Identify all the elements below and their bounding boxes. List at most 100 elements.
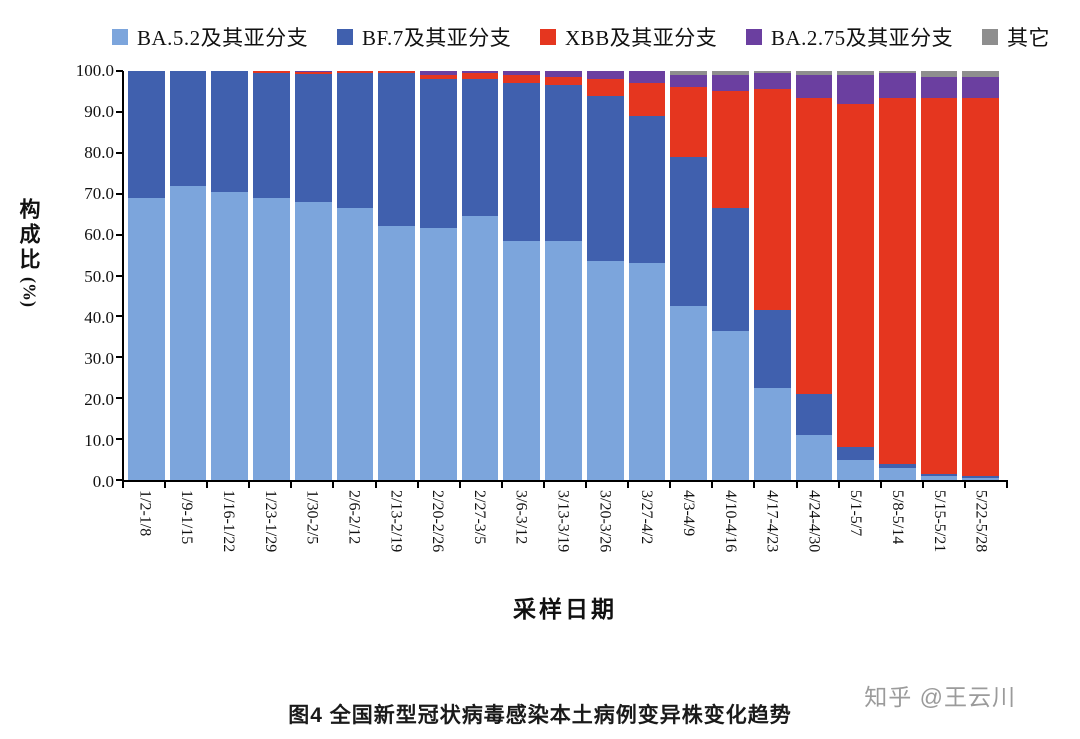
x-label-slot: 1/23-1/29 [251,490,288,590]
bar-segment [378,226,416,480]
y-tick-label: 50.0 [84,266,114,286]
x-label-slot: 3/6-3/12 [502,490,539,590]
bar-segment [503,75,541,84]
bar-segment [294,201,332,480]
bar-segment [878,73,916,98]
x-label-slot: 4/24-4/30 [795,490,832,590]
stacked-bar-3/20-3/26 [586,71,624,480]
y-tick-label: 70.0 [84,184,114,204]
x-tick-label: 3/27-4/2 [638,490,656,545]
x-label-slot: 5/1-5/7 [837,490,874,590]
bar-segment [920,473,958,476]
y-tick-label: 20.0 [84,389,114,409]
x-tick-label: 5/15-5/21 [930,490,948,553]
y-axis-title-text: 构成比 [17,198,41,273]
y-tick-mark [116,151,123,154]
bar-segment [795,435,833,480]
bar-segment [586,79,624,96]
x-tick-label: 2/27-3/5 [470,490,488,545]
stacked-bar-1/23-1/29 [253,71,290,480]
x-tick-label: 3/13-3/19 [554,490,572,553]
bar-segment [586,95,624,262]
bar-segment [920,71,958,78]
legend-label: BA.2.75及其亚分支 [770,26,954,50]
bar-segment [670,87,708,157]
x-tick-label: 4/17-4/23 [763,490,781,553]
y-axis-title: 构成比 (%) [14,198,44,307]
x-label-slot: 3/20-3/26 [586,490,623,590]
x-axis-title: 采样日期 [513,597,617,622]
bar-segment [670,71,708,76]
bar-segment [169,185,207,480]
y-tick-label: 30.0 [84,348,114,368]
stacked-bar-4/24-4/30 [795,71,833,480]
x-tick-mark [500,482,503,488]
x-tick-mark [290,482,293,488]
bar-segment [461,79,499,217]
x-tick-label: 4/24-4/30 [805,490,823,553]
y-tick-mark [116,110,123,113]
bar-segment [753,73,791,90]
bar-segment [795,97,833,395]
stacked-bar-2/13-2/19 [378,71,416,480]
x-axis-ticks [122,482,1008,488]
figure-caption: 图4 全国新型冠状病毒感染本土病例变异株变化趋势 [288,704,792,727]
legend-item: XBB及其亚分支 [540,22,717,52]
bar-segment [962,477,1000,480]
x-tick-mark [837,482,840,488]
legend-swatch-icon [745,29,762,45]
bar-segment [545,71,582,78]
bar-segment [420,71,457,76]
y-tick-label: 0.0 [92,472,114,491]
bar-segment [628,116,666,264]
bar-segment [712,71,749,76]
legend-label: 其它 [1006,26,1050,50]
bar-segment [837,75,874,104]
bar-segment [336,73,374,209]
bar-segment [753,310,791,388]
x-tick-label: 5/22-5/28 [972,490,990,553]
bar-segment [420,228,457,480]
bar-segment [586,71,624,80]
bars-row [124,71,1008,480]
x-label-slot: 5/15-5/21 [920,490,957,590]
bar-segment [253,71,290,74]
bar-segment [378,73,416,227]
legend-label: XBB及其亚分支 [565,26,718,50]
bar-segment [962,97,1000,476]
y-axis-title-unit: (%) [19,277,40,307]
bar-segment [628,83,666,116]
legend-swatch-icon [540,29,557,45]
x-tick-mark [248,482,251,488]
y-tick-label: 80.0 [84,143,114,163]
bar-segment [795,394,833,436]
bar-segment [712,75,749,92]
stacked-bar-5/8-5/14 [878,71,916,480]
bar-segment [503,240,541,480]
bar-segment [962,77,1000,98]
bar-segment [545,77,582,86]
bar-segment [837,71,874,76]
bar-segment [545,85,582,241]
x-tick-label: 5/1-5/7 [847,490,865,537]
x-label-slot: 4/17-4/23 [753,490,790,590]
bar-segment [336,208,374,480]
x-tick-label: 1/23-1/29 [261,490,279,553]
bar-segment [294,73,332,202]
y-tick-label: 100.0 [75,61,114,80]
bar-segment [920,77,958,98]
y-tick-mark [116,315,123,318]
legend-item: 其它 [981,22,1050,52]
x-tick-label: 1/30-2/5 [303,490,321,545]
x-tick-mark [122,482,124,488]
bar-segment [420,75,457,80]
bar-segment [962,475,1000,478]
x-tick-label: 4/3-4/9 [679,490,697,537]
x-tick-label: 3/20-3/26 [596,490,614,553]
stacked-bar-5/15-5/21 [920,71,958,480]
plot-area [116,70,1008,482]
bar-segment [753,387,791,480]
x-tick-mark [164,482,167,488]
legend-swatch-icon [336,29,353,45]
x-tick-mark [963,482,966,488]
